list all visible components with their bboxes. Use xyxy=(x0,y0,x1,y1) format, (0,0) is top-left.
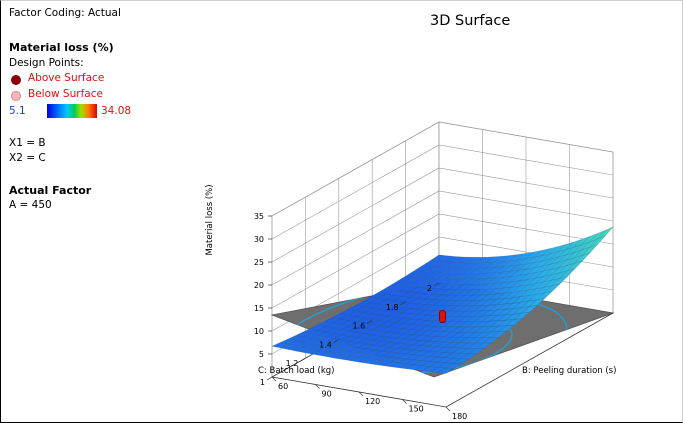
factor-coding-label: Factor Coding: Actual xyxy=(9,7,121,19)
c-tick-mark xyxy=(433,282,440,287)
b-tick-label: 60 xyxy=(278,382,288,391)
design-points-label: Design Points: xyxy=(9,57,84,69)
z-gridline xyxy=(271,144,614,240)
response-name: Material loss (%) xyxy=(9,41,114,54)
c-tick-mark xyxy=(300,357,306,362)
below-surface-marker-icon xyxy=(11,91,21,101)
z-tick-label: 30 xyxy=(254,235,264,244)
b-tick-mark xyxy=(445,406,451,412)
scale-max-label: 34.08 xyxy=(101,105,132,117)
above-surface-marker-icon xyxy=(11,75,21,85)
below-surface-label: Below Surface xyxy=(28,88,103,100)
c-tick-label: 1.8 xyxy=(386,303,399,312)
z-tick-label: 25 xyxy=(254,258,264,267)
x-axis-label: B: Peeling duration (s) xyxy=(522,366,616,376)
z-tick-label: 20 xyxy=(254,281,264,290)
b-tick-label: 90 xyxy=(322,390,332,399)
z-tick-label: 5 xyxy=(259,350,264,359)
c-tick-label: 1.4 xyxy=(319,340,332,349)
b-tick-mark xyxy=(358,391,364,397)
z-gridline xyxy=(271,167,614,263)
x2-mapping: X2 = C xyxy=(9,152,46,164)
actual-factor-value: A = 450 xyxy=(9,199,52,211)
z-gridline xyxy=(271,190,614,286)
b-tick-label: 150 xyxy=(409,405,424,414)
z-gridline xyxy=(271,121,614,217)
scale-min-label: 5.1 xyxy=(9,105,26,117)
design-point-marker xyxy=(439,310,446,323)
b-tick-label: 120 xyxy=(365,397,380,406)
c-tick-mark xyxy=(400,301,406,306)
z-tick-label: 10 xyxy=(254,327,264,336)
c-tick-mark xyxy=(367,320,373,324)
b-tick-mark xyxy=(315,384,320,389)
z-tick-label: 15 xyxy=(254,304,264,313)
c-tick-label: 1.2 xyxy=(286,359,299,368)
y-axis-label: C: Batch load (kg) xyxy=(258,366,334,376)
z-tick-label: 35 xyxy=(254,212,264,221)
b-tick-mark xyxy=(402,399,407,404)
x1-mapping: X1 = B xyxy=(9,137,46,149)
b-tick-mark xyxy=(271,376,277,382)
above-surface-label: Above Surface xyxy=(28,72,105,84)
c-tick-label: 1 xyxy=(260,378,265,387)
color-ramp xyxy=(47,104,97,118)
c-tick-mark xyxy=(266,376,273,381)
chart-title: 3D Surface xyxy=(430,13,511,29)
c-tick-label: 1.6 xyxy=(352,322,365,331)
z-axis-label: Material loss (%) xyxy=(205,184,215,255)
c-tick-label: 2 xyxy=(427,284,432,293)
surface-patch xyxy=(437,367,455,374)
c-tick-mark xyxy=(333,339,339,343)
z-gridline xyxy=(271,213,614,309)
actual-factor-heading: Actual Factor xyxy=(9,184,92,197)
b-tick-label: 180 xyxy=(452,412,467,421)
